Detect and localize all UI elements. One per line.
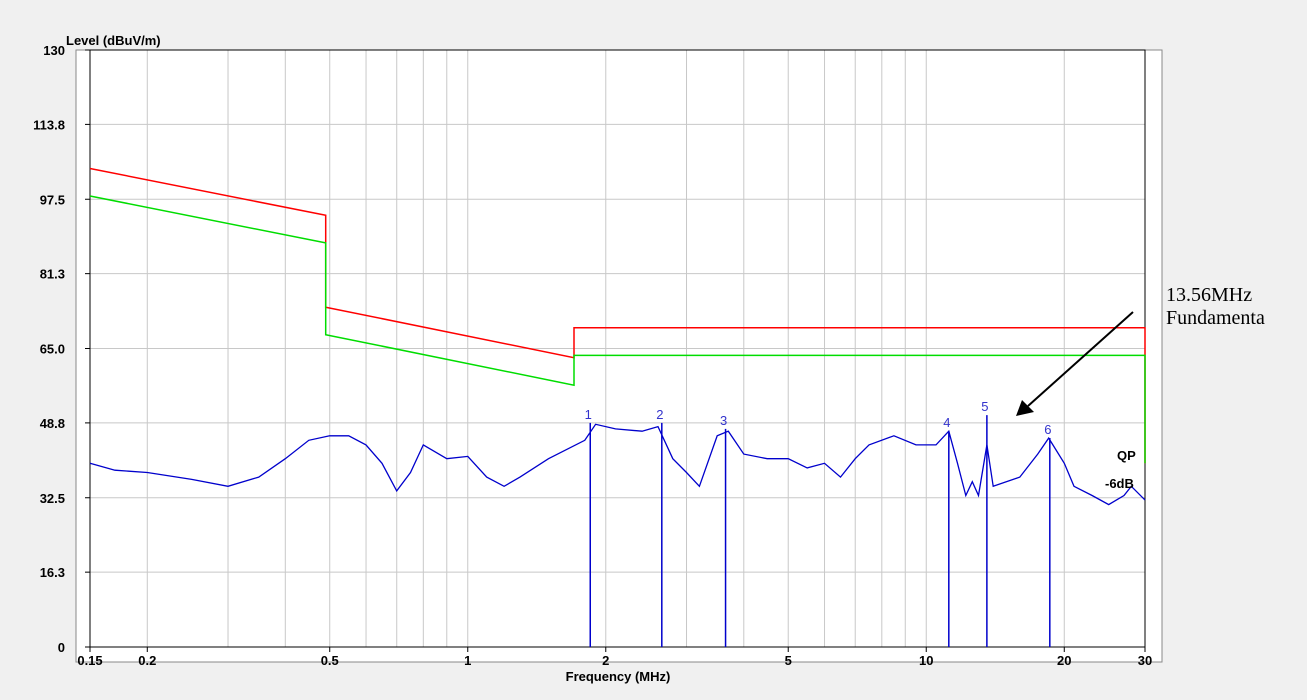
peak-markers: 1 2 3 4 5 6 <box>585 399 1051 647</box>
x-tick-label: 10 <box>919 653 933 668</box>
series-lines <box>89 167 1146 506</box>
fundamental-annotation: 13.56MHz Fundamenta <box>1166 284 1265 330</box>
x-tick-label: 0.15 <box>77 653 102 668</box>
y-tick-label: 0 <box>58 640 65 655</box>
annotation-line-frequency: 13.56MHz <box>1166 284 1253 306</box>
x-axis-title: Frequency (MHz) <box>566 669 671 684</box>
x-tick-label: 0.5 <box>321 653 339 668</box>
six-db-limit-tag: -6dB <box>1105 476 1134 491</box>
y-tick-label: 65.0 <box>40 342 65 357</box>
x-tick-label: 20 <box>1057 653 1071 668</box>
six-db-limit-line <box>89 195 1146 464</box>
peak-marker-label: 3 <box>720 413 727 428</box>
y-tick-label: 48.8 <box>40 416 65 431</box>
y-tick-label: 97.5 <box>40 192 65 207</box>
y-axis-title: Level (dBuV/m) <box>66 33 161 48</box>
y-tick-label: 16.3 <box>40 565 65 580</box>
y-tick-label: 130 <box>43 43 65 58</box>
x-tick-label: 5 <box>785 653 792 668</box>
peak-marker-label: 4 <box>943 415 950 430</box>
peak-marker-label: 6 <box>1044 422 1051 437</box>
x-tick-label: 1 <box>464 653 471 668</box>
x-tick-label: 0.2 <box>138 653 156 668</box>
grid <box>89 49 1146 648</box>
peak-marker-label: 2 <box>656 407 663 422</box>
y-tick-label: 113.8 <box>33 117 65 132</box>
x-tick-label: 30 <box>1138 653 1152 668</box>
measured-level-trace <box>89 423 1146 506</box>
qp-limit-tag: QP <box>1117 448 1136 463</box>
y-tick-label: 32.5 <box>40 491 65 506</box>
annotation-line-label: Fundamenta <box>1166 307 1265 329</box>
peak-marker-label: 5 <box>981 399 988 414</box>
annotation-arrow <box>1016 311 1134 416</box>
x-tick-label: 2 <box>602 653 609 668</box>
peak-marker-label: 1 <box>585 407 592 422</box>
y-tick-label: 81.3 <box>40 267 65 282</box>
